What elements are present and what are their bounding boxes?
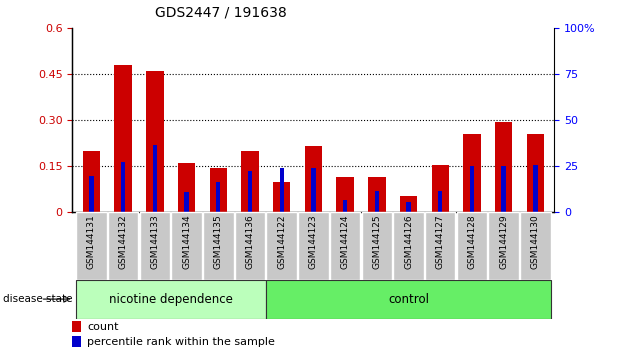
Bar <box>185 193 189 212</box>
Bar <box>216 182 220 212</box>
Text: GSM144127: GSM144127 <box>436 215 445 269</box>
Text: GSM144129: GSM144129 <box>499 215 508 269</box>
Text: GSM144124: GSM144124 <box>341 215 350 269</box>
Bar <box>438 191 442 212</box>
Text: GSM144130: GSM144130 <box>531 215 540 269</box>
Text: GSM144136: GSM144136 <box>246 215 255 269</box>
Bar <box>368 177 386 212</box>
Text: GSM144133: GSM144133 <box>151 215 159 269</box>
Text: GSM144134: GSM144134 <box>182 215 191 269</box>
Bar <box>72 321 81 332</box>
Text: GSM144122: GSM144122 <box>277 215 286 269</box>
Bar <box>115 65 132 212</box>
Bar <box>406 202 411 212</box>
Bar <box>533 165 537 212</box>
Text: GSM144128: GSM144128 <box>467 215 476 269</box>
Bar <box>178 163 195 212</box>
Bar <box>210 168 227 212</box>
Bar <box>311 168 316 212</box>
Bar <box>432 165 449 212</box>
Text: GSM144123: GSM144123 <box>309 215 318 269</box>
FancyBboxPatch shape <box>235 212 265 280</box>
Bar <box>121 162 125 212</box>
FancyBboxPatch shape <box>171 212 202 280</box>
Text: GSM144126: GSM144126 <box>404 215 413 269</box>
FancyBboxPatch shape <box>393 212 424 280</box>
Bar <box>83 151 100 212</box>
FancyBboxPatch shape <box>108 212 139 280</box>
FancyBboxPatch shape <box>266 280 551 319</box>
Text: nicotine dependence: nicotine dependence <box>109 293 232 306</box>
FancyBboxPatch shape <box>76 212 106 280</box>
Bar <box>470 166 474 212</box>
Bar <box>152 145 157 212</box>
FancyBboxPatch shape <box>425 212 455 280</box>
Bar <box>495 122 512 212</box>
FancyBboxPatch shape <box>266 212 297 280</box>
FancyBboxPatch shape <box>362 212 392 280</box>
FancyBboxPatch shape <box>520 212 551 280</box>
Bar <box>273 182 290 212</box>
Text: count: count <box>87 321 118 332</box>
Bar <box>463 134 481 212</box>
Bar <box>343 200 347 212</box>
Bar <box>248 171 252 212</box>
Bar <box>305 147 322 212</box>
FancyBboxPatch shape <box>457 212 487 280</box>
Bar <box>280 168 284 212</box>
Text: GDS2447 / 191638: GDS2447 / 191638 <box>154 5 287 19</box>
Bar <box>501 166 506 212</box>
FancyBboxPatch shape <box>76 280 266 319</box>
Text: control: control <box>388 293 429 306</box>
Text: GSM144135: GSM144135 <box>214 215 223 269</box>
Text: GSM144125: GSM144125 <box>372 215 381 269</box>
Bar <box>72 336 81 347</box>
FancyBboxPatch shape <box>140 212 170 280</box>
FancyBboxPatch shape <box>488 212 519 280</box>
Bar <box>89 176 94 212</box>
Bar <box>400 195 417 212</box>
FancyBboxPatch shape <box>330 212 360 280</box>
FancyBboxPatch shape <box>203 212 234 280</box>
Bar <box>241 151 259 212</box>
Bar <box>146 71 164 212</box>
Text: GSM144131: GSM144131 <box>87 215 96 269</box>
Text: percentile rank within the sample: percentile rank within the sample <box>87 337 275 347</box>
Bar <box>375 191 379 212</box>
Text: disease state: disease state <box>3 294 72 304</box>
Text: GSM144132: GSM144132 <box>118 215 128 269</box>
FancyBboxPatch shape <box>298 212 329 280</box>
Bar <box>527 134 544 212</box>
Bar <box>336 177 354 212</box>
